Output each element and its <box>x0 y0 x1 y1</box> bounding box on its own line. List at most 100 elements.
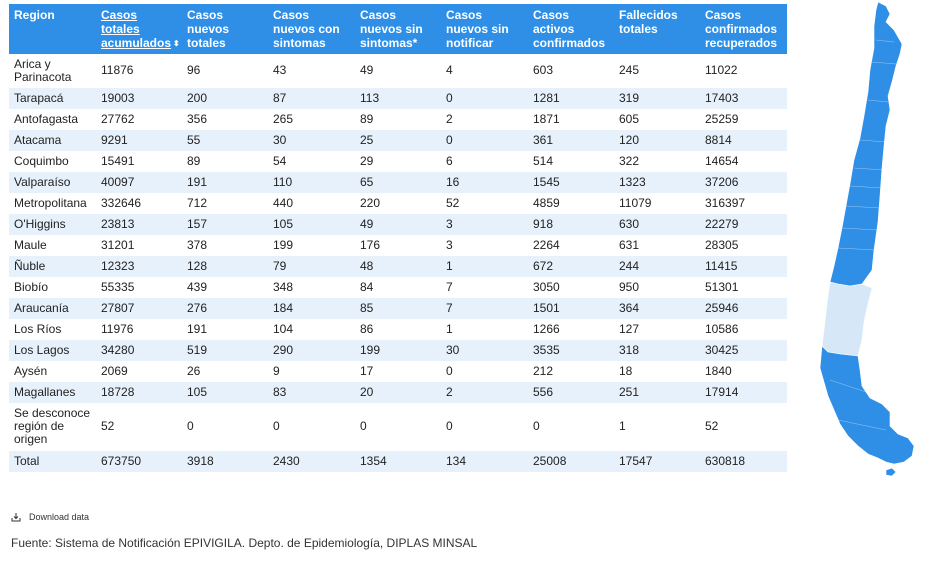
value-cell: 1501 <box>528 297 614 319</box>
value-cell: 113 <box>355 87 441 109</box>
value-cell: 43 <box>268 53 355 88</box>
region-cell: Se desconoce región de origen <box>9 402 96 451</box>
table-header-row: Region Casos totales acumulados ⬍ Casos nue… <box>9 4 787 54</box>
value-cell: 28305 <box>700 234 787 256</box>
value-cell: 200 <box>182 87 268 109</box>
region-cell: Aysén <box>9 360 96 382</box>
value-cell: 23813 <box>96 213 182 235</box>
value-cell: 2069 <box>96 360 182 382</box>
value-cell: 85 <box>355 297 441 319</box>
value-cell: 265 <box>268 108 355 130</box>
column-header[interactable]: Region <box>9 4 96 54</box>
value-cell: 55 <box>182 129 268 151</box>
map-region[interactable] <box>885 467 897 477</box>
table-row: Coquimbo 15491 89 54 29 6 514 322 14654 <box>9 150 787 172</box>
value-cell: 7 <box>441 297 528 319</box>
value-cell: 191 <box>182 318 268 340</box>
value-cell: 22279 <box>700 213 787 235</box>
column-header[interactable]: Casos nuevos sin notificar <box>441 4 528 54</box>
column-header-label: Casos activos confirmados <box>533 8 606 50</box>
value-cell: 17403 <box>700 87 787 109</box>
value-cell: 356 <box>182 108 268 130</box>
value-cell: 86 <box>355 318 441 340</box>
column-header[interactable]: Casos confirmados recuperados <box>700 4 787 54</box>
map-region-border <box>859 139 887 143</box>
value-cell: 276 <box>182 297 268 319</box>
table-row: Se desconoce región de origen 52 0 0 0 0 0 1 52 <box>9 402 787 451</box>
value-cell: 18 <box>614 360 700 382</box>
map-region-highlighted[interactable] <box>821 281 873 357</box>
value-cell: 2264 <box>528 234 614 256</box>
map-region-border <box>837 247 877 251</box>
map-region[interactable] <box>819 345 915 465</box>
column-header-label: Casos confirmados recuperados <box>705 8 778 50</box>
value-cell: 4859 <box>528 192 614 214</box>
column-header[interactable]: Casos totales acumulados ⬍ <box>96 4 182 54</box>
value-cell: 11876 <box>96 53 182 88</box>
table-row: Metropolitana 332646 712 440 220 52 4859 11079 3… <box>9 192 787 214</box>
column-header[interactable]: Fallecidos totales <box>614 4 700 54</box>
region-cell: Atacama <box>9 129 96 151</box>
map-region-border <box>875 39 895 43</box>
download-data-link[interactable]: Download data <box>11 512 89 522</box>
value-cell: 631 <box>614 234 700 256</box>
value-cell: 0 <box>441 87 528 109</box>
value-cell: 364 <box>614 297 700 319</box>
column-header[interactable]: Casos activos confirmados <box>528 4 614 54</box>
download-icon <box>11 513 21 522</box>
value-cell: 19003 <box>96 87 182 109</box>
value-cell: 17547 <box>614 450 700 472</box>
region-cell: Tarapacá <box>9 87 96 109</box>
table-row: Valparaíso 40097 191 110 65 16 1545 1323 37206 <box>9 171 787 193</box>
table-row: Biobío 55335 439 348 84 7 3050 950 51301 <box>9 276 787 298</box>
region-cell: Ñuble <box>9 255 96 277</box>
value-cell: 3535 <box>528 339 614 361</box>
column-header[interactable]: Casos nuevos totales <box>182 4 268 54</box>
map-region-border <box>837 419 887 431</box>
value-cell: 2430 <box>268 450 355 472</box>
value-cell: 0 <box>268 402 355 451</box>
value-cell: 348 <box>268 276 355 298</box>
column-header-label: Casos nuevos totales <box>187 8 230 50</box>
value-cell: 440 <box>268 192 355 214</box>
value-cell: 52 <box>441 192 528 214</box>
map-region-border <box>849 185 883 189</box>
map-region[interactable] <box>829 1 903 287</box>
column-header[interactable]: Casos nuevos con sintomas <box>268 4 355 54</box>
value-cell: 18728 <box>96 381 182 403</box>
value-cell: 950 <box>614 276 700 298</box>
value-cell: 251 <box>614 381 700 403</box>
value-cell: 3050 <box>528 276 614 298</box>
value-cell: 378 <box>182 234 268 256</box>
value-cell: 26 <box>182 360 268 382</box>
region-cell: Antofagasta <box>9 108 96 130</box>
value-cell: 51301 <box>700 276 787 298</box>
sort-icon[interactable]: ⬍ <box>173 38 180 48</box>
value-cell: 4 <box>441 53 528 88</box>
value-cell: 1 <box>441 318 528 340</box>
value-cell: 673750 <box>96 450 182 472</box>
region-cell: Arica y Parinacota <box>9 53 96 88</box>
region-cell: Valparaíso <box>9 171 96 193</box>
table-row: Arica y Parinacota 11876 96 43 49 4 603 245 1102… <box>9 53 787 88</box>
value-cell: 556 <box>528 381 614 403</box>
value-cell: 1 <box>614 402 700 451</box>
value-cell: 27762 <box>96 108 182 130</box>
value-cell: 212 <box>528 360 614 382</box>
column-header[interactable]: Casos nuevos sin sintomas* <box>355 4 441 54</box>
value-cell: 199 <box>268 234 355 256</box>
value-cell: 0 <box>441 360 528 382</box>
value-cell: 6 <box>441 150 528 172</box>
region-cell: Los Ríos <box>9 318 96 340</box>
data-table-container: Region Casos totales acumulados ⬍ Casos nue… <box>9 4 787 472</box>
value-cell: 17914 <box>700 381 787 403</box>
map-region-border <box>867 99 889 103</box>
table-row: Maule 31201 378 199 176 3 2264 631 28305 <box>9 234 787 256</box>
table-row: Aysén 2069 26 9 17 0 212 18 1840 <box>9 360 787 382</box>
value-cell: 34280 <box>96 339 182 361</box>
value-cell: 2 <box>441 381 528 403</box>
value-cell: 176 <box>355 234 441 256</box>
column-header-label: Casos totales acumulados <box>101 8 172 50</box>
value-cell: 1323 <box>614 171 700 193</box>
table-row: Los Lagos 34280 519 290 199 30 3535 318 30425 <box>9 339 787 361</box>
